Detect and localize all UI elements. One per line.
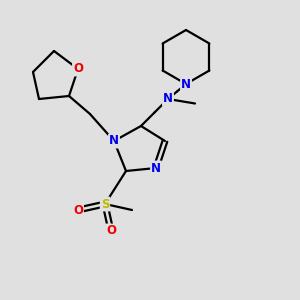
Text: N: N [181,77,191,91]
Text: O: O [73,203,83,217]
Text: S: S [101,197,109,211]
Text: N: N [151,161,161,175]
Text: N: N [109,134,119,148]
Text: O: O [106,224,116,238]
Text: O: O [73,62,83,76]
Text: N: N [163,92,173,106]
